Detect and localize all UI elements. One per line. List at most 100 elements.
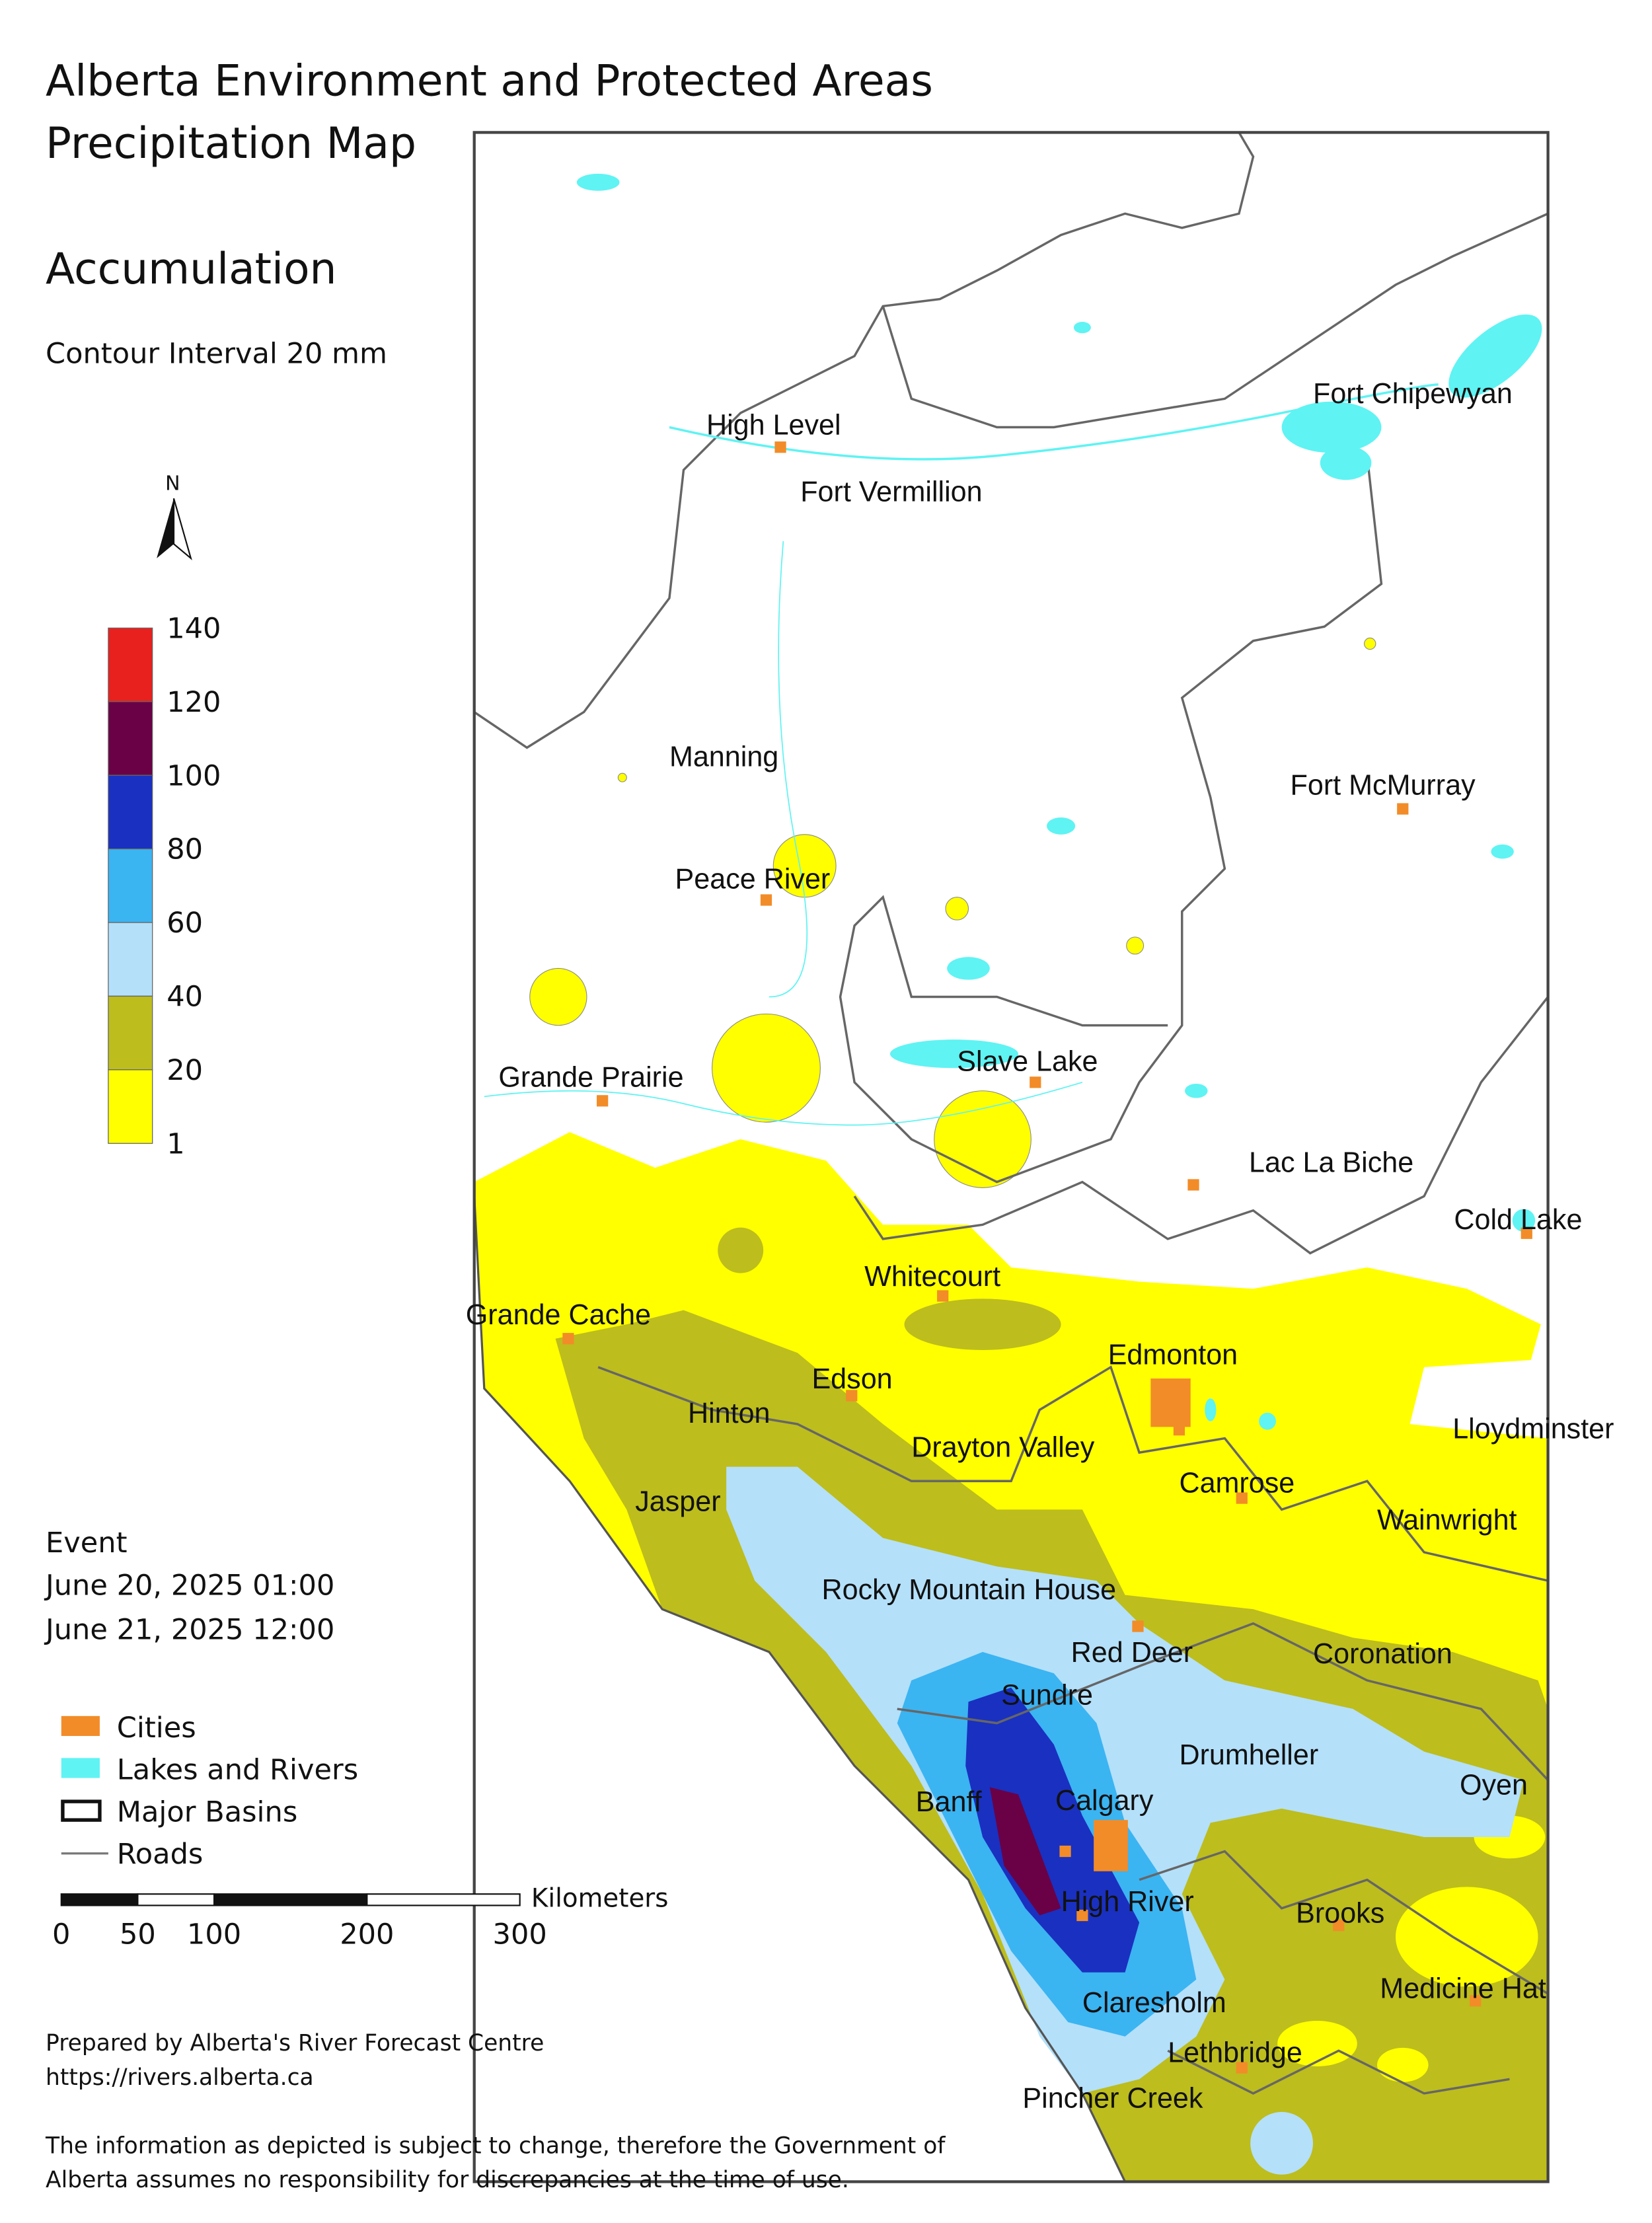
city bbox=[1187, 1179, 1199, 1191]
place-label: Fort McMurray bbox=[1291, 770, 1476, 802]
zone-purple bbox=[989, 1787, 1061, 1916]
legend-label: Cities bbox=[117, 1712, 196, 1745]
zone-olive bbox=[718, 1227, 764, 1273]
city bbox=[1094, 1820, 1128, 1871]
color-tick-label: 1 bbox=[167, 1127, 184, 1160]
legend-label: Lakes and Rivers bbox=[117, 1754, 358, 1787]
zone-olive bbox=[904, 1299, 1061, 1350]
north-label: N bbox=[165, 472, 180, 495]
city bbox=[597, 1095, 609, 1107]
color-tick-label: 20 bbox=[167, 1054, 203, 1087]
zone-light-blue bbox=[726, 1466, 1524, 2093]
zone-yellow bbox=[712, 1013, 821, 1123]
scale-tick-label: 300 bbox=[493, 1918, 547, 1951]
city bbox=[562, 1333, 574, 1345]
scale-tick-label: 100 bbox=[187, 1918, 241, 1951]
color-swatch bbox=[108, 848, 153, 923]
color-swatch bbox=[108, 627, 153, 702]
city bbox=[1333, 1919, 1345, 1932]
place-label: Peace River bbox=[675, 864, 831, 895]
title: Precipitation Map bbox=[46, 119, 416, 169]
basin-line bbox=[473, 132, 1255, 749]
color-swatch bbox=[108, 1069, 153, 1144]
color-tick-label: 80 bbox=[167, 833, 203, 866]
lake bbox=[1491, 844, 1514, 859]
color-tick-label: 60 bbox=[167, 907, 203, 940]
city bbox=[1150, 1378, 1191, 1427]
subtitle: Accumulation bbox=[46, 245, 336, 294]
zone-light-blue bbox=[1250, 2111, 1314, 2175]
city bbox=[1521, 1227, 1532, 1239]
place-label: Cold Lake bbox=[1454, 1204, 1582, 1236]
zone-yellow bbox=[934, 1090, 1032, 1188]
lake bbox=[1205, 1398, 1217, 1421]
scale-segment bbox=[137, 1893, 215, 1906]
city bbox=[1236, 2062, 1248, 2074]
credit: https://rivers.alberta.ca bbox=[46, 2064, 314, 2091]
north-arrow bbox=[172, 498, 192, 560]
city bbox=[1030, 1076, 1041, 1088]
city bbox=[937, 1290, 949, 1302]
place-label: Claresholm bbox=[1082, 1987, 1226, 2019]
river bbox=[769, 541, 808, 998]
scale-tick-label: 200 bbox=[340, 1918, 394, 1951]
place-label: Hinton bbox=[688, 1398, 770, 1429]
lake bbox=[1073, 322, 1091, 334]
zone-yellow bbox=[617, 772, 627, 782]
place-label: Grande Prairie bbox=[498, 1061, 683, 1093]
event-start: June 20, 2025 01:00 bbox=[44, 1569, 334, 1602]
basin-line bbox=[597, 1365, 1548, 1582]
lake bbox=[1281, 401, 1382, 453]
city bbox=[1173, 1424, 1185, 1436]
scale-segment bbox=[60, 1893, 139, 1906]
place-label: Manning bbox=[669, 741, 778, 772]
basin-line bbox=[882, 212, 1549, 429]
lake bbox=[1320, 445, 1372, 480]
lake bbox=[1512, 1209, 1536, 1232]
legend-label: Major Basins bbox=[117, 1795, 298, 1828]
place-label: Edmonton bbox=[1108, 1339, 1238, 1371]
basin-line bbox=[1139, 1850, 1549, 1995]
event-label: Event bbox=[46, 1526, 127, 1560]
legend: Cities Lakes and Rivers Major Basins Roads bbox=[61, 1712, 358, 1871]
place-label: Medicine Hat bbox=[1380, 1973, 1546, 2005]
place-label: High Level bbox=[706, 409, 841, 441]
place-label: Fort Vermillion bbox=[800, 476, 982, 508]
place-label: Slave Lake bbox=[957, 1046, 1098, 1078]
disclaimer: Alberta assumes no responsibility for di… bbox=[46, 2167, 849, 2193]
disclaimer: The information as depicted is subject t… bbox=[45, 2132, 946, 2159]
place-label: Grande Cache bbox=[466, 1299, 651, 1331]
color-swatch bbox=[108, 922, 153, 997]
province-edge bbox=[473, 132, 1127, 2183]
zone-yellow bbox=[945, 897, 969, 921]
zone-yellow bbox=[1376, 2047, 1429, 2082]
place-label: High River bbox=[1061, 1886, 1194, 1918]
zone-yellow bbox=[1364, 637, 1376, 650]
zone-yellow bbox=[1126, 936, 1145, 955]
city bbox=[774, 441, 786, 453]
legend-label: Roads bbox=[117, 1838, 204, 1871]
place-label: Pincher Creek bbox=[1022, 2082, 1203, 2114]
basin-line bbox=[1167, 2049, 1510, 2095]
lake bbox=[1448, 314, 1542, 398]
place-label: Fort Chipewyan bbox=[1313, 378, 1513, 410]
legend-swatch bbox=[61, 1799, 102, 1822]
city bbox=[1236, 1492, 1248, 1504]
place-labels: High Level Fort Vermillion Fort Chipewyan M… bbox=[466, 378, 1614, 2115]
lake bbox=[889, 1039, 1018, 1069]
place-label: Edson bbox=[811, 1363, 892, 1395]
zone-yellow bbox=[1277, 2020, 1357, 2066]
scale-tick-label: 0 bbox=[52, 1918, 70, 1951]
place-label: Camrose bbox=[1179, 1467, 1295, 1499]
basin-line bbox=[839, 455, 1383, 1184]
basin-line bbox=[853, 996, 1549, 1255]
scale-tick-label: 50 bbox=[120, 1918, 156, 1951]
map-frame bbox=[472, 131, 1550, 2183]
place-label: Jasper bbox=[635, 1486, 720, 1517]
cities bbox=[562, 441, 1532, 2074]
lake bbox=[1185, 1083, 1208, 1098]
basins bbox=[473, 132, 1549, 2095]
place-label: Lac La Biche bbox=[1249, 1147, 1413, 1179]
